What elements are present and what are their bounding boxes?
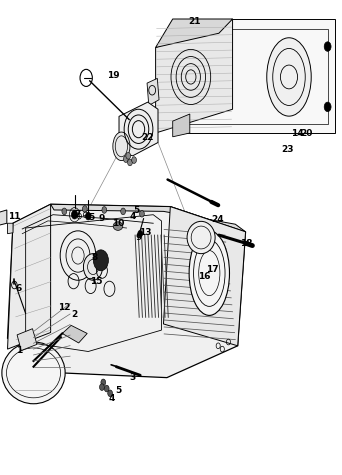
Text: 9: 9 <box>135 233 142 242</box>
Circle shape <box>93 250 108 271</box>
Circle shape <box>123 156 128 162</box>
Text: 17: 17 <box>206 266 218 274</box>
Polygon shape <box>173 114 190 137</box>
Text: 14: 14 <box>291 129 304 137</box>
Polygon shape <box>156 19 233 133</box>
Polygon shape <box>119 102 158 156</box>
Circle shape <box>324 102 331 112</box>
Polygon shape <box>8 204 51 349</box>
Circle shape <box>108 390 113 397</box>
Ellipse shape <box>267 38 311 116</box>
Circle shape <box>140 210 144 217</box>
Circle shape <box>126 152 131 159</box>
Text: 7: 7 <box>75 210 81 219</box>
Text: 20: 20 <box>300 129 312 137</box>
Circle shape <box>102 207 107 213</box>
Circle shape <box>128 159 132 166</box>
Text: 1: 1 <box>16 346 22 355</box>
Polygon shape <box>0 210 7 226</box>
Polygon shape <box>156 19 233 48</box>
Text: 5: 5 <box>89 213 95 221</box>
Text: 5: 5 <box>115 386 121 395</box>
Circle shape <box>101 379 106 386</box>
Text: 9: 9 <box>99 214 105 223</box>
Text: 3: 3 <box>130 373 136 382</box>
Circle shape <box>62 208 67 215</box>
Text: 18: 18 <box>240 239 252 247</box>
Polygon shape <box>147 78 159 105</box>
Text: 11: 11 <box>8 212 21 220</box>
Text: 4: 4 <box>109 394 115 402</box>
Text: 12: 12 <box>58 303 70 312</box>
Ellipse shape <box>113 132 130 161</box>
Text: 8: 8 <box>92 253 98 262</box>
Circle shape <box>82 206 87 212</box>
Polygon shape <box>163 207 246 346</box>
Circle shape <box>60 231 96 280</box>
Text: 15: 15 <box>90 277 103 285</box>
Text: 23: 23 <box>281 145 293 154</box>
Text: 6: 6 <box>15 285 21 293</box>
Text: 16: 16 <box>198 272 211 281</box>
Ellipse shape <box>187 221 215 254</box>
Polygon shape <box>173 19 335 133</box>
Text: 19: 19 <box>107 72 119 80</box>
Circle shape <box>324 42 331 51</box>
Text: 24: 24 <box>211 215 223 224</box>
Text: 22: 22 <box>141 133 153 142</box>
Text: 2: 2 <box>71 310 78 319</box>
Circle shape <box>83 254 103 280</box>
Text: 21: 21 <box>189 17 201 26</box>
Circle shape <box>86 212 91 220</box>
Ellipse shape <box>189 231 229 315</box>
Circle shape <box>100 384 104 390</box>
Circle shape <box>71 210 78 219</box>
Polygon shape <box>17 329 37 351</box>
Polygon shape <box>51 204 246 232</box>
Circle shape <box>132 157 136 163</box>
Polygon shape <box>8 223 13 234</box>
Circle shape <box>138 230 143 237</box>
Text: 10: 10 <box>112 219 124 228</box>
Ellipse shape <box>2 342 65 404</box>
Circle shape <box>104 385 109 392</box>
Polygon shape <box>62 325 87 343</box>
Text: 13: 13 <box>139 228 152 237</box>
Polygon shape <box>8 204 246 378</box>
Ellipse shape <box>113 222 123 230</box>
Text: 5: 5 <box>134 206 140 215</box>
Text: 4: 4 <box>129 212 135 220</box>
Circle shape <box>121 208 126 215</box>
